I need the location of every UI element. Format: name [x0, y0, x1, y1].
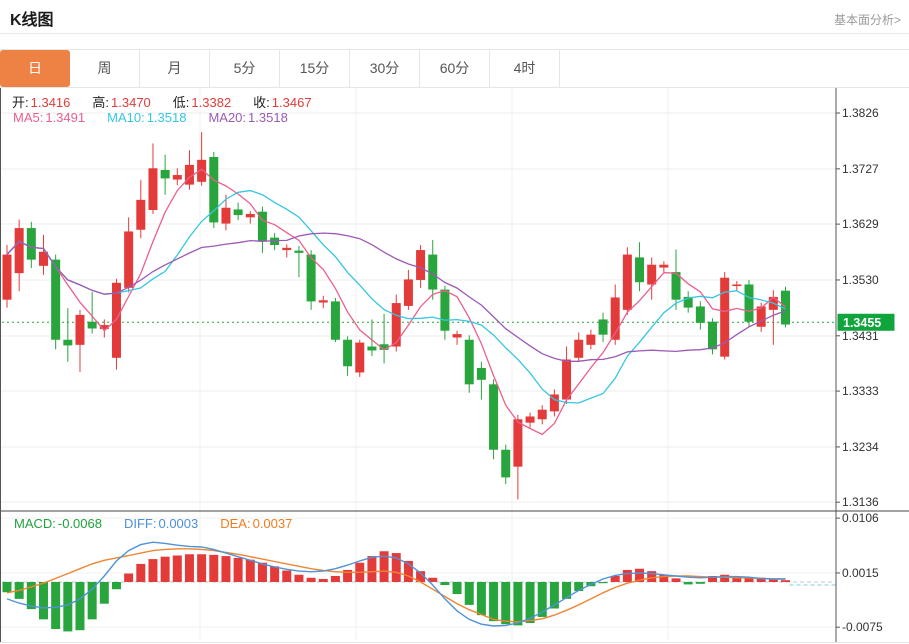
svg-text:1.3455: 1.3455 [843, 316, 881, 330]
svg-text:-0.0075: -0.0075 [842, 620, 883, 634]
legend-item: MACD: -0.0068 [14, 516, 102, 531]
legend-item: 低: 1.3382 [172, 95, 232, 110]
svg-text:1.3136: 1.3136 [842, 495, 879, 509]
tab-30分[interactable]: 30分 [350, 50, 420, 87]
legend-item: MA10: 1.3518 [107, 110, 187, 125]
svg-text:0.0015: 0.0015 [842, 566, 879, 580]
fundamental-analysis-link[interactable]: 基本面分析> [833, 13, 901, 27]
svg-text:1.3234: 1.3234 [842, 440, 879, 454]
page-title: K线图 [10, 12, 54, 29]
svg-text:1.3431: 1.3431 [842, 329, 879, 343]
svg-text:1.3727: 1.3727 [842, 162, 879, 176]
tab-15分[interactable]: 15分 [280, 50, 350, 87]
svg-text:1.3629: 1.3629 [842, 217, 879, 231]
tab-5分[interactable]: 5分 [210, 50, 280, 87]
svg-text:1.3333: 1.3333 [842, 384, 879, 398]
tab-60分[interactable]: 60分 [420, 50, 490, 87]
current-price-badge: 1.3455 [837, 313, 895, 331]
svg-text:1.3826: 1.3826 [842, 106, 879, 120]
legend-item: 开: 1.3416 [12, 95, 71, 110]
tab-月[interactable]: 月 [140, 50, 210, 87]
timeframe-tabs: 日周月 5分 15分 30分 60分 4时 [0, 49, 909, 88]
ohlc-legend: 开: 1.3416 高: 1.3470 低: 1.3382 收: 1.3467 [12, 92, 334, 111]
macd-legend: MACD: -0.0068 DIFF: 0.0003 DEA: 0.0037 [14, 516, 314, 531]
legend-item: MA20: 1.3518 [208, 110, 288, 125]
svg-text:0.0106: 0.0106 [842, 511, 879, 525]
svg-text:1.3530: 1.3530 [842, 273, 879, 287]
legend-item: DEA: 0.0037 [220, 516, 293, 531]
page-header: K线图 基本面分析> [0, 0, 909, 34]
legend-item: MA5: 1.3491 [13, 110, 86, 125]
tab-4时[interactable]: 4时 [490, 50, 560, 87]
tab-周[interactable]: 周 [70, 50, 140, 87]
legend-item: DIFF: 0.0003 [123, 516, 199, 531]
legend-item: 收: 1.3467 [253, 95, 312, 110]
ma-legend: MA5: 1.3491 MA10: 1.3518 MA20: 1.3518 [13, 110, 310, 125]
tab-日[interactable]: 日 [0, 50, 70, 87]
legend-item: 高: 1.3470 [92, 95, 151, 110]
